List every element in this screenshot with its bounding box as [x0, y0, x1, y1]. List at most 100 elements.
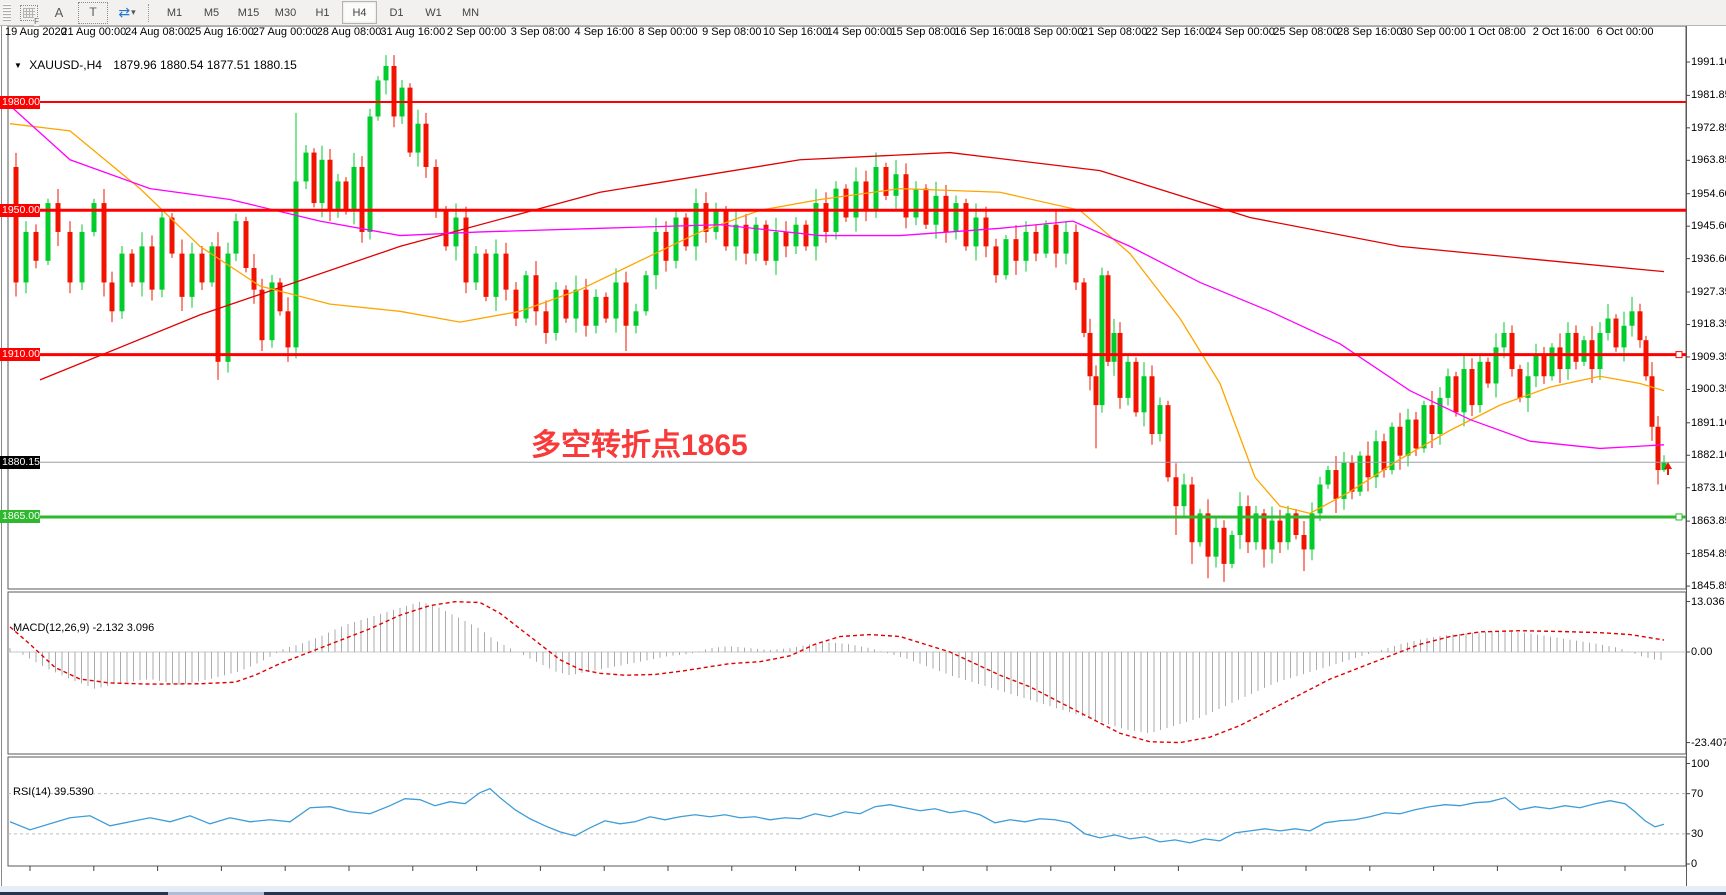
scrollbar-segment-right[interactable]	[264, 892, 1726, 895]
time-axis-label: 15 Sep 08:00	[890, 26, 956, 38]
candle-body	[1285, 513, 1291, 543]
time-axis-label: 2 Oct 16:00	[1532, 26, 1590, 38]
timeframe-button-mn[interactable]: MN	[461, 6, 480, 19]
time-axis-label: 6 Oct 00:00	[1596, 26, 1654, 38]
candle-body	[1649, 376, 1655, 427]
candle-body	[243, 221, 249, 269]
text-box-icon[interactable]: T	[78, 1, 108, 24]
color-swap-icon[interactable]: ⇄ ▾	[116, 3, 138, 23]
candle-body	[1429, 405, 1435, 434]
candle-body	[343, 181, 349, 211]
candle-body	[215, 246, 221, 362]
price-tick-label: 1972.85	[1691, 121, 1726, 134]
candle-body	[1357, 455, 1363, 492]
rsi-indicator-label: RSI(14) 39.5390	[13, 786, 94, 798]
macd-indicator-label: MACD(12,26,9) -2.132 3.096	[13, 622, 155, 634]
candle-body	[1277, 520, 1283, 543]
candle-body	[723, 210, 729, 247]
timeframe-button-w1[interactable]: W1	[425, 6, 442, 19]
arrow-up-marker[interactable]	[1664, 462, 1672, 475]
chart-svg[interactable]	[0, 26, 1726, 886]
price-tick-label: 1936.60	[1691, 252, 1726, 265]
price-tick-label: 1863.85	[1691, 515, 1726, 528]
candle-body	[277, 282, 283, 312]
candle-body	[843, 188, 849, 218]
chart-area[interactable]: ▼ XAUUSD-,H4 1879.96 1880.54 1877.51 188…	[0, 26, 1726, 886]
scrollbar-segment-left[interactable]	[0, 892, 168, 895]
candle-body	[189, 253, 195, 297]
candle-body	[1253, 513, 1259, 543]
macd-tick-label: 13.036	[1691, 595, 1725, 608]
chevron-down-icon[interactable]: ▾	[131, 7, 136, 17]
candle-body	[1341, 462, 1347, 499]
candle-body	[269, 282, 275, 341]
candle-body	[1541, 354, 1547, 377]
rsi-tick-label: 100	[1691, 757, 1710, 770]
candle-body	[1245, 506, 1251, 543]
candle-body	[523, 275, 529, 319]
candle-body	[703, 203, 709, 232]
dotted-grid-icon[interactable]: F	[18, 3, 40, 26]
time-axis-label: 22 Sep 16:00	[1145, 26, 1212, 38]
time-axis-label: 2 Sep 00:00	[446, 26, 507, 38]
candle-body	[473, 253, 479, 283]
candle-body	[1605, 318, 1611, 333]
candle-body	[129, 253, 135, 283]
time-axis-label: 1 Oct 08:00	[1468, 26, 1526, 38]
candle-body	[101, 203, 107, 283]
candle-body	[873, 166, 879, 211]
candle-body	[1437, 397, 1443, 434]
candle-body	[993, 246, 999, 276]
candle-body	[67, 231, 73, 283]
candle-body	[1053, 224, 1059, 254]
timeframe-button-m30[interactable]: M30	[274, 6, 297, 19]
candle-body	[1655, 426, 1661, 471]
annotation-text[interactable]: 多空转折点1865	[531, 429, 748, 462]
candle-body	[543, 311, 549, 333]
candle-body	[1581, 340, 1587, 362]
price-tick-label: 1845.85	[1691, 580, 1726, 593]
time-axis-label: 16 Sep 16:00	[954, 26, 1020, 38]
candle-body	[513, 289, 519, 319]
candle-body	[1165, 405, 1171, 478]
candle-body	[1349, 462, 1355, 492]
candle-body	[493, 253, 499, 297]
candle-body	[623, 282, 629, 326]
symbol-dropdown-icon[interactable]: ▼	[14, 61, 22, 70]
bottom-scrollbar[interactable]	[0, 886, 1726, 895]
timeframe-button-h1[interactable]: H1	[315, 6, 330, 19]
candle-body	[423, 123, 429, 167]
candle-body	[327, 159, 333, 211]
rsi-tick-label: 30	[1691, 827, 1704, 840]
candle-body	[1023, 231, 1029, 261]
candle-body	[593, 296, 599, 326]
candle-body	[1533, 354, 1539, 377]
timeframe-button-d1[interactable]: D1	[389, 6, 404, 19]
timeframe-button-m15[interactable]: M15	[237, 6, 260, 19]
time-axis-label: 24 Sep 00:00	[1209, 26, 1275, 38]
candle-body	[533, 275, 539, 312]
candle-body	[1197, 513, 1203, 543]
scrollbar-thumb[interactable]	[168, 892, 264, 895]
price-tick-label: 1882.10	[1691, 449, 1726, 462]
line-selection-handle[interactable]	[1675, 351, 1683, 359]
timeframe-button-m1[interactable]: M1	[166, 6, 183, 19]
candle-body	[973, 217, 979, 247]
timeframe-button-h4[interactable]: H4	[342, 1, 377, 24]
toolbar-grip-handle[interactable]	[3, 3, 11, 22]
price-tick-label: 1927.35	[1691, 286, 1726, 298]
candle-body	[335, 181, 341, 211]
candle-body	[863, 181, 869, 211]
line-selection-handle[interactable]	[1675, 513, 1683, 521]
text-label-icon[interactable]: A	[54, 5, 64, 20]
candle-body	[375, 80, 381, 117]
candle-body	[1629, 311, 1635, 326]
time-axis-label: 30 Sep 00:00	[1400, 26, 1467, 38]
candle-body	[1261, 513, 1267, 550]
timeframe-button-m5[interactable]: M5	[203, 6, 220, 19]
candle-body	[1501, 332, 1507, 348]
candles-layer	[13, 55, 1667, 582]
candle-body	[169, 217, 175, 254]
candle-body	[293, 181, 299, 348]
hline-price-chip: 1865.00	[0, 510, 40, 524]
